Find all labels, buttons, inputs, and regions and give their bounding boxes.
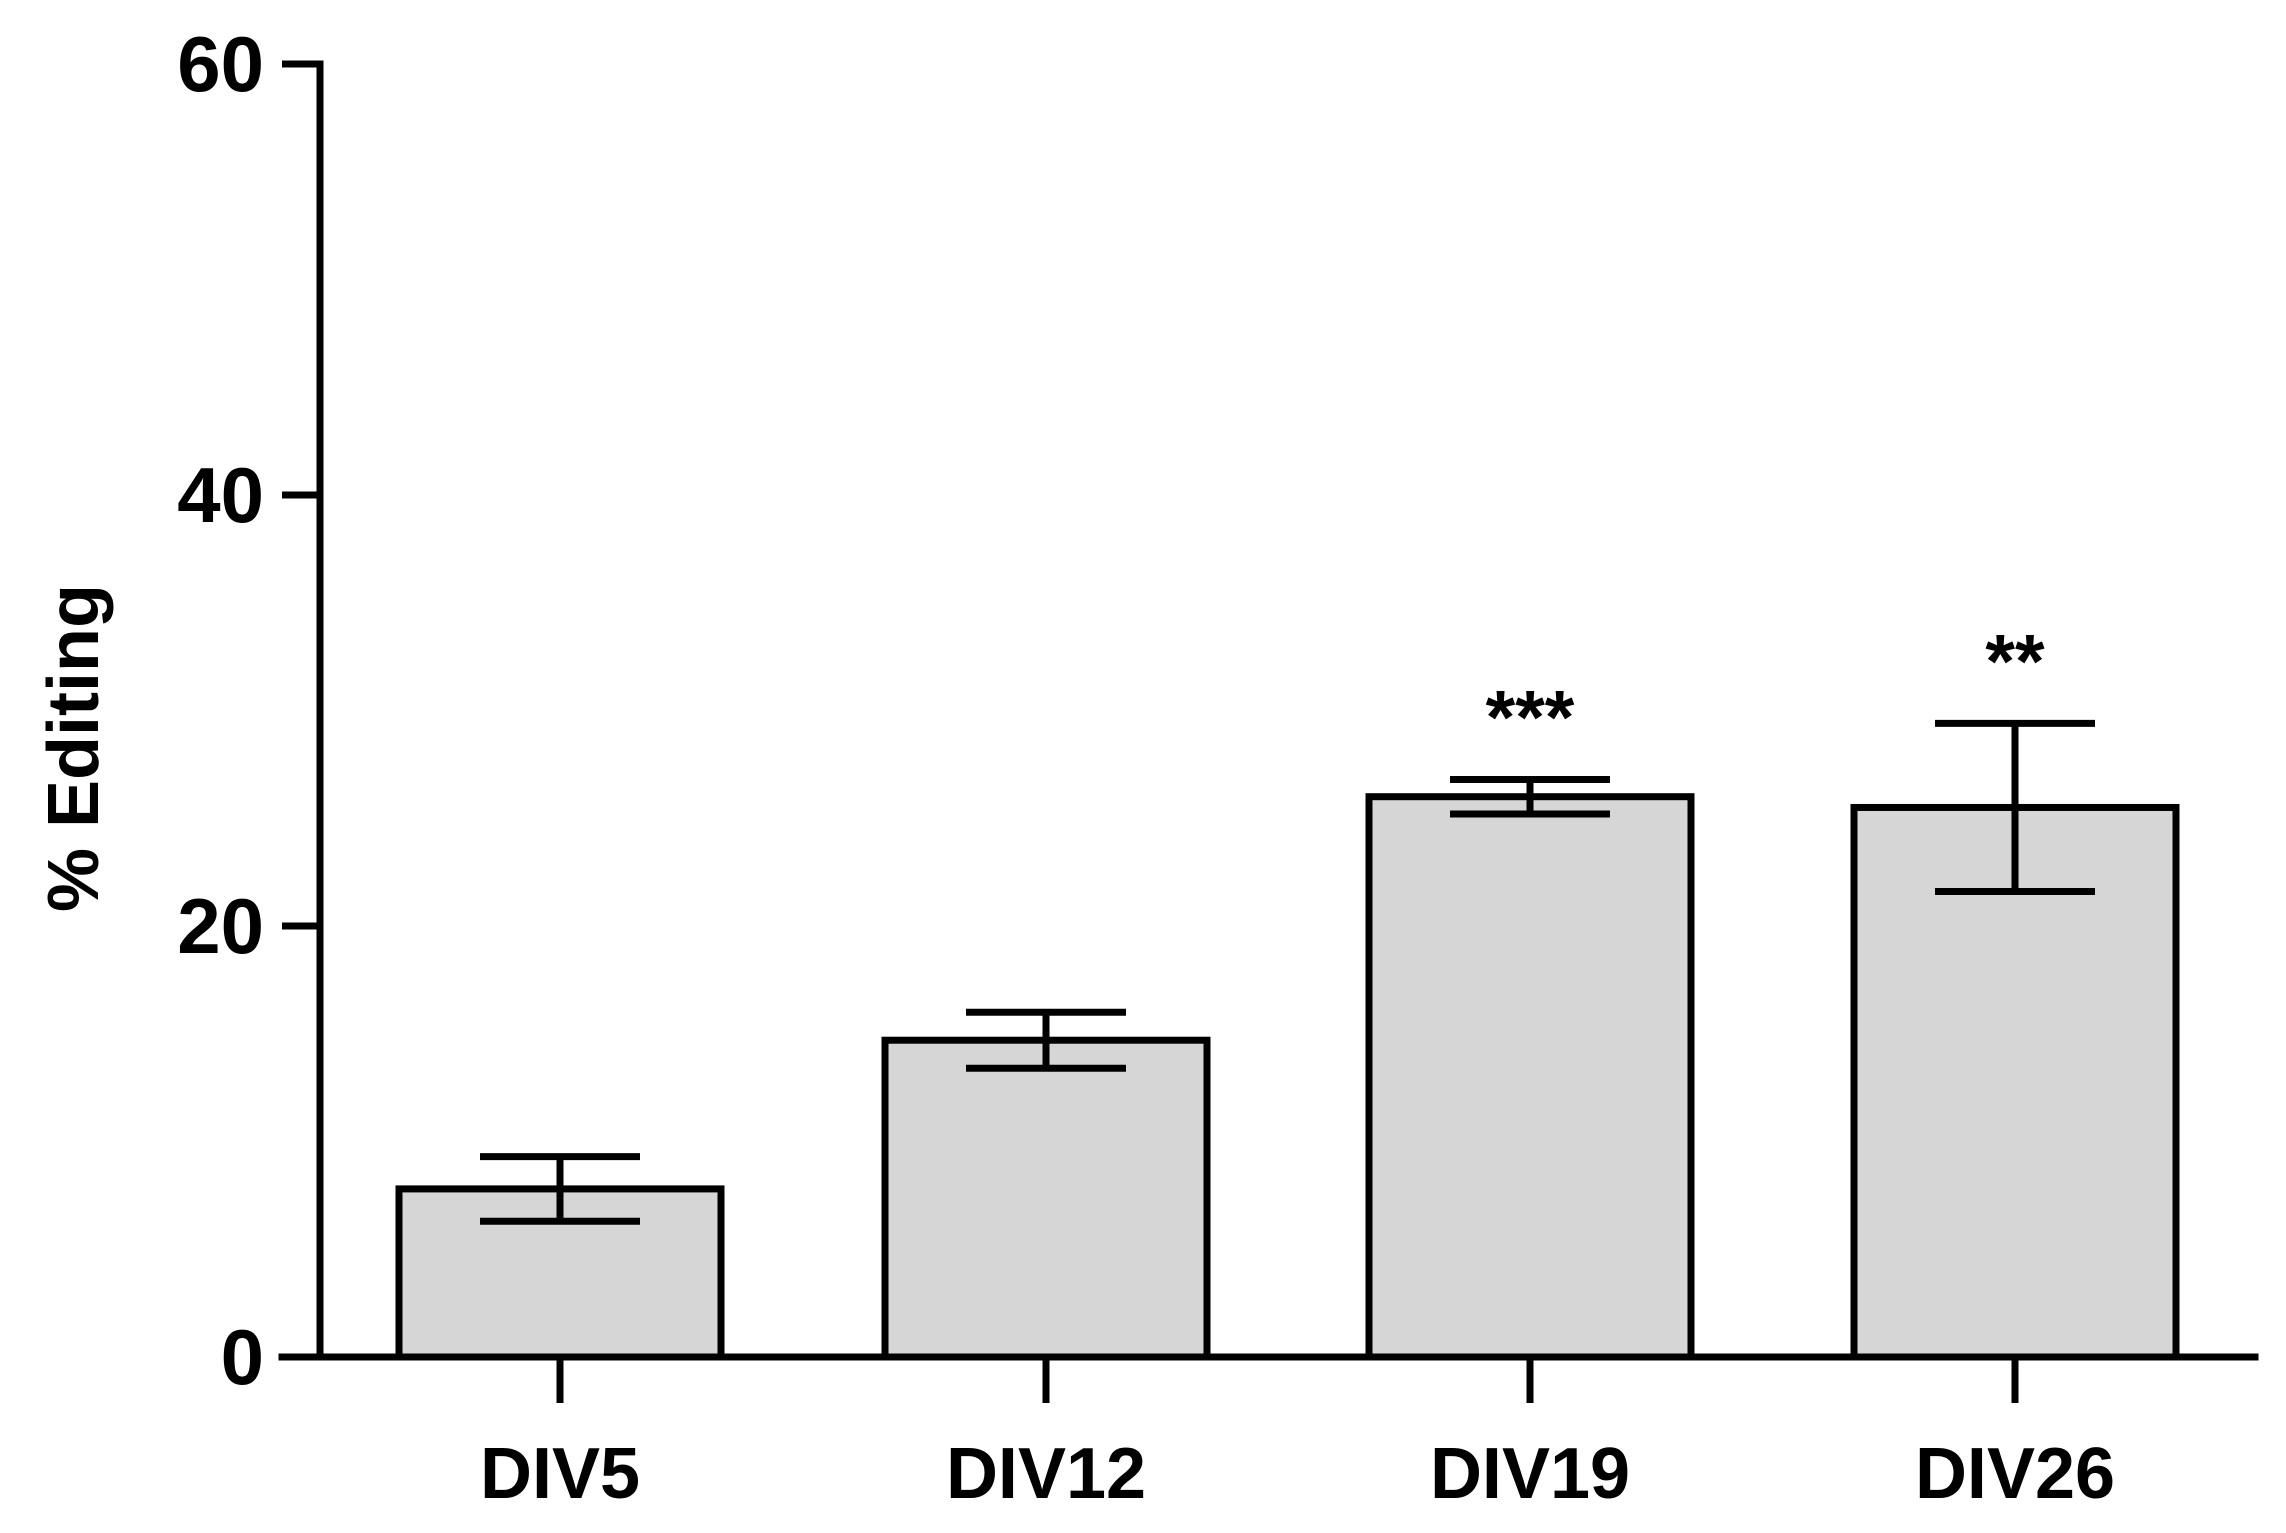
annotations-group: ***** [1486,619,2045,760]
x-tick-label-div5: DIV5 [480,1434,640,1514]
x-tick-label-div19: DIV19 [1430,1434,1630,1514]
bars-group [395,793,2180,1361]
y-tick-label: 60 [177,20,264,108]
y-tick-label: 0 [221,1313,264,1401]
y-ticks-group: 0 20 40 60 [177,20,320,1401]
error-bars-group [480,719,2095,1225]
significance-annotation: *** [1486,675,1575,760]
x-tick-label-div12: DIV12 [946,1434,1146,1514]
y-tick-label: 20 [177,882,264,970]
x-tick-label-div26: DIV26 [1915,1434,2115,1514]
x-ticks-group: DIV5 DIV12 DIV19 DIV26 [480,1357,2115,1514]
y-tick-label: 40 [177,451,264,539]
bar-div26 [1850,803,2180,1361]
significance-annotation: ** [1985,619,2045,704]
bar-div19 [1365,793,1695,1361]
y-axis-label: % Editing [34,584,114,912]
bar-div12 [881,1036,1211,1361]
